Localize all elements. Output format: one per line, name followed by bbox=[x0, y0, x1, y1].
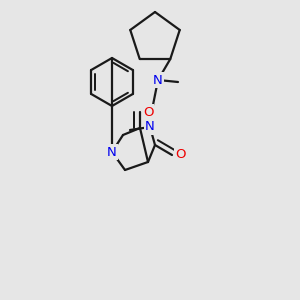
Text: N: N bbox=[145, 121, 155, 134]
Text: O: O bbox=[143, 106, 153, 118]
Text: N: N bbox=[107, 146, 117, 158]
Text: O: O bbox=[175, 148, 185, 161]
Text: N: N bbox=[153, 74, 163, 86]
